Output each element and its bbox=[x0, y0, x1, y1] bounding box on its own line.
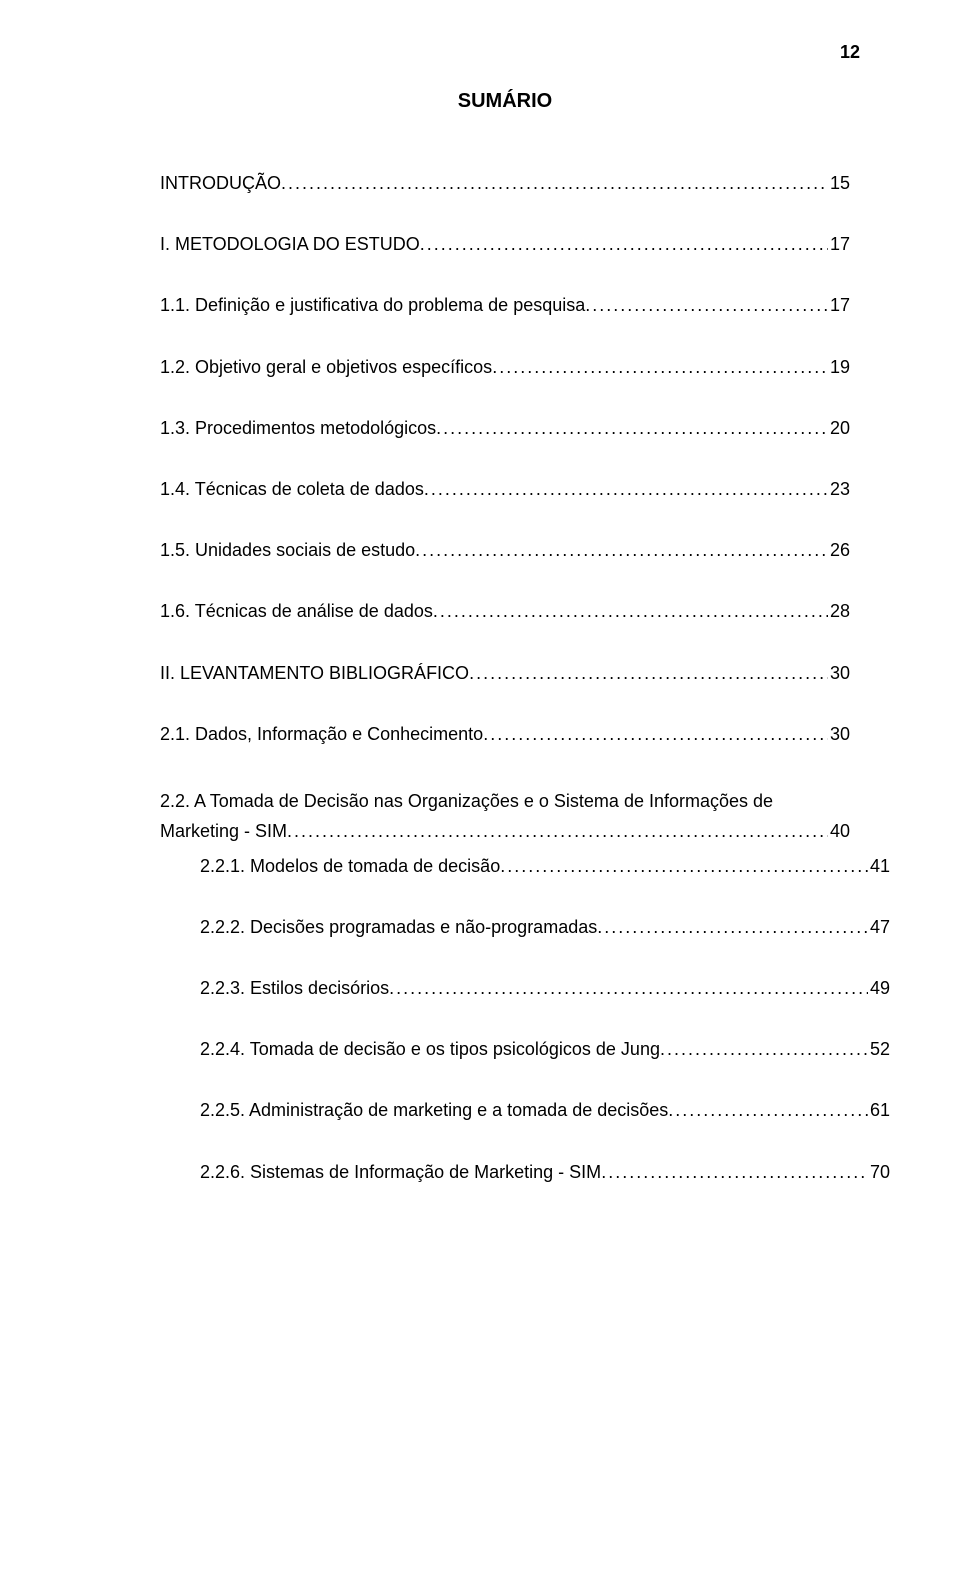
document-page: 12 SUMÁRIO INTRODUÇÃO...................… bbox=[0, 0, 960, 1592]
toc-entry: 1.3. Procedimentos metodológicos........… bbox=[160, 416, 850, 441]
toc-page: 41 bbox=[868, 854, 890, 879]
toc-label: 2.2.2. Decisões programadas e não-progra… bbox=[200, 915, 597, 940]
toc-page: 19 bbox=[828, 355, 850, 380]
toc-page: 70 bbox=[868, 1160, 890, 1185]
toc-title: SUMÁRIO bbox=[160, 90, 850, 113]
toc-page: 61 bbox=[868, 1098, 890, 1123]
toc-entry: INTRODUÇÃO..............................… bbox=[160, 171, 850, 196]
toc-label: 1.3. Procedimentos metodológicos bbox=[160, 416, 436, 441]
toc-leaders: ........................................… bbox=[287, 821, 828, 842]
toc-label: 1.2. Objetivo geral e objetivos específi… bbox=[160, 355, 492, 380]
toc-label: II. LEVANTAMENTO BIBLIOGRÁFICO bbox=[160, 661, 469, 686]
toc-label: Marketing - SIM bbox=[160, 821, 287, 842]
toc-entry: 2.2.2. Decisões programadas e não-progra… bbox=[160, 915, 890, 940]
toc-label: I. METODOLOGIA DO ESTUDO bbox=[160, 232, 420, 257]
toc-page: 30 bbox=[828, 661, 850, 686]
toc-leaders: ........................................… bbox=[281, 171, 828, 196]
toc-label: 2.1. Dados, Informação e Conhecimento bbox=[160, 722, 483, 747]
toc-entry: 2.2.3. Estilos decisórios...............… bbox=[160, 976, 890, 1001]
toc-label: 2.2.1. Modelos de tomada de decisão bbox=[200, 854, 500, 879]
toc-label: INTRODUÇÃO bbox=[160, 171, 281, 196]
toc-entry: 2.2. A Tomada de Decisão nas Organizaçõe… bbox=[160, 783, 850, 821]
toc-entry: 2.2.6. Sistemas de Informação de Marketi… bbox=[160, 1160, 890, 1185]
toc-label: 2.2.5. Administração de marketing e a to… bbox=[200, 1098, 668, 1123]
toc-page: 17 bbox=[828, 293, 850, 318]
toc-label: 1.4. Técnicas de coleta de dados bbox=[160, 477, 424, 502]
toc-entry: 2.2.4. Tomada de decisão e os tipos psic… bbox=[160, 1037, 890, 1062]
toc-leaders: ........................................… bbox=[597, 915, 868, 940]
toc-leaders: ........................................… bbox=[420, 232, 828, 257]
toc-page: 30 bbox=[828, 722, 850, 747]
toc-page: 20 bbox=[828, 416, 850, 441]
toc-entry: I. METODOLOGIA DO ESTUDO................… bbox=[160, 232, 850, 257]
toc-label: 2.2.3. Estilos decisórios bbox=[200, 976, 389, 1001]
toc-leaders: ........................................… bbox=[424, 477, 828, 502]
toc-leaders: ........................................… bbox=[585, 293, 828, 318]
toc-label: 1.6. Técnicas de análise de dados bbox=[160, 599, 433, 624]
toc-entry: 2.1. Dados, Informação e Conhecimento...… bbox=[160, 722, 850, 747]
toc-page: 47 bbox=[868, 915, 890, 940]
toc-page: 49 bbox=[868, 976, 890, 1001]
toc-label: 2.2.6. Sistemas de Informação de Marketi… bbox=[200, 1160, 601, 1185]
toc-page: 17 bbox=[828, 232, 850, 257]
toc-label: 1.5. Unidades sociais de estudo bbox=[160, 538, 415, 563]
toc-leaders: ........................................… bbox=[436, 416, 828, 441]
toc-leaders: ........................................… bbox=[389, 976, 868, 1001]
toc-leaders: ........................................… bbox=[492, 355, 828, 380]
toc-leaders: ........................................… bbox=[415, 538, 828, 563]
toc-entry: 1.5. Unidades sociais de estudo.........… bbox=[160, 538, 850, 563]
toc-page: 23 bbox=[828, 477, 850, 502]
page-number: 12 bbox=[840, 42, 860, 63]
toc-page: 28 bbox=[828, 599, 850, 624]
toc-leaders: ........................................… bbox=[469, 661, 828, 686]
toc-label: 2.2.4. Tomada de decisão e os tipos psic… bbox=[200, 1037, 660, 1062]
toc-leaders: ........................................… bbox=[483, 722, 828, 747]
toc-entry: 2.2.1. Modelos de tomada de decisão.....… bbox=[160, 854, 890, 879]
toc-entry: 1.1. Definição e justificativa do proble… bbox=[160, 293, 850, 318]
toc-leaders: ........................................… bbox=[500, 854, 868, 879]
toc-entry: 1.4. Técnicas de coleta de dados........… bbox=[160, 477, 850, 502]
toc-entry: Marketing - SIM.........................… bbox=[160, 821, 850, 842]
toc-label: 1.1. Definição e justificativa do proble… bbox=[160, 293, 585, 318]
toc-page: 40 bbox=[828, 821, 850, 842]
toc-page: 15 bbox=[828, 171, 850, 196]
toc-entry: II. LEVANTAMENTO BIBLIOGRÁFICO..........… bbox=[160, 661, 850, 686]
toc-container: INTRODUÇÃO..............................… bbox=[160, 171, 850, 1185]
toc-page: 26 bbox=[828, 538, 850, 563]
toc-leaders: ........................................… bbox=[660, 1037, 868, 1062]
toc-page: 52 bbox=[868, 1037, 890, 1062]
toc-leaders: ........................................… bbox=[601, 1160, 868, 1185]
toc-entry: 1.2. Objetivo geral e objetivos específi… bbox=[160, 355, 850, 380]
toc-entry: 1.6. Técnicas de análise de dados.......… bbox=[160, 599, 850, 624]
toc-leaders: ........................................… bbox=[433, 599, 828, 624]
toc-leaders: ........................................… bbox=[668, 1098, 868, 1123]
toc-entry: 2.2.5. Administração de marketing e a to… bbox=[160, 1098, 890, 1123]
